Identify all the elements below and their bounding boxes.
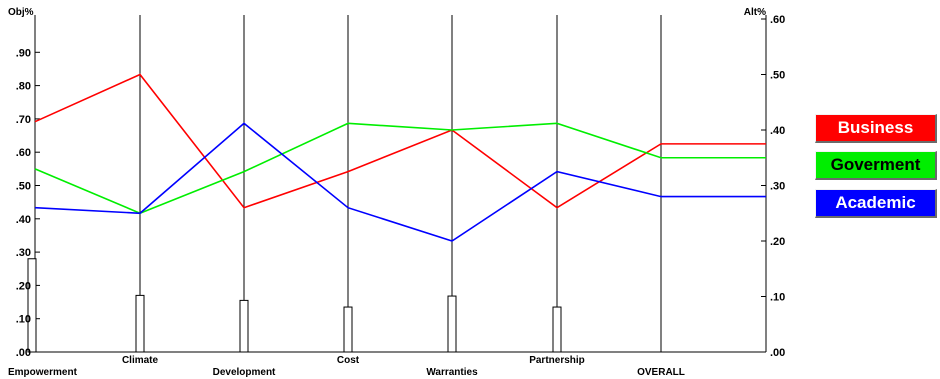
category-label-partnership: Partnership	[529, 355, 585, 366]
right-tick-label: .20	[770, 236, 785, 248]
weight-bar-cost	[343, 306, 353, 353]
series-lines	[34, 73, 766, 242]
category-label-empowerment: Empowerment	[8, 367, 78, 378]
legend-academic-button[interactable]: Academic	[815, 189, 937, 218]
legend-government-button[interactable]: Goverment	[815, 151, 937, 180]
weight-bar-empowerment	[27, 258, 37, 353]
weight-bar-warranties	[447, 295, 457, 353]
left-tick-label: .70	[16, 114, 31, 126]
right-tick-label: .00	[770, 347, 785, 359]
left-tick-label: .40	[16, 214, 31, 226]
right-axis-title: Alt%	[744, 7, 766, 18]
right-tick-label: .40	[770, 125, 785, 137]
category-label-warranties: Warranties	[426, 367, 478, 378]
right-tick-label: .60	[770, 14, 785, 26]
left-axis-title: Obj%	[8, 7, 34, 18]
weight-bar-development	[239, 299, 249, 353]
right-tick-label: .10	[770, 292, 785, 304]
left-tick-label: .60	[16, 147, 31, 159]
chart-axes	[34, 15, 767, 353]
series-line-business	[34, 73, 766, 209]
left-tick-label: .80	[16, 81, 31, 93]
right-tick-label: .30	[770, 181, 785, 193]
left-tick-label: .20	[16, 280, 31, 292]
left-tick-label: .30	[16, 247, 31, 259]
right-tick-label: .50	[770, 70, 785, 82]
objective-weight-bars	[27, 258, 562, 353]
category-label-development: Development	[213, 367, 276, 378]
left-tick-label: .00	[16, 347, 31, 359]
series-line-goverment	[34, 122, 766, 215]
category-label-climate: Climate	[122, 355, 159, 366]
weight-bar-climate	[135, 294, 145, 353]
legend-business-button[interactable]: Business	[815, 114, 937, 143]
left-tick-label: .10	[16, 314, 31, 326]
weight-bar-partnership	[552, 306, 562, 353]
left-tick-label: .90	[16, 47, 31, 59]
left-tick-label: .50	[16, 181, 31, 193]
series-line-academic	[34, 122, 766, 242]
category-label-cost: Cost	[337, 355, 360, 366]
category-label-overall: OVERALL	[637, 367, 685, 378]
chart-labels: .00 .10 .20 .30 .40 .50 .60 .70 .80 .90 .00 .10 .20.…	[8, 7, 785, 378]
